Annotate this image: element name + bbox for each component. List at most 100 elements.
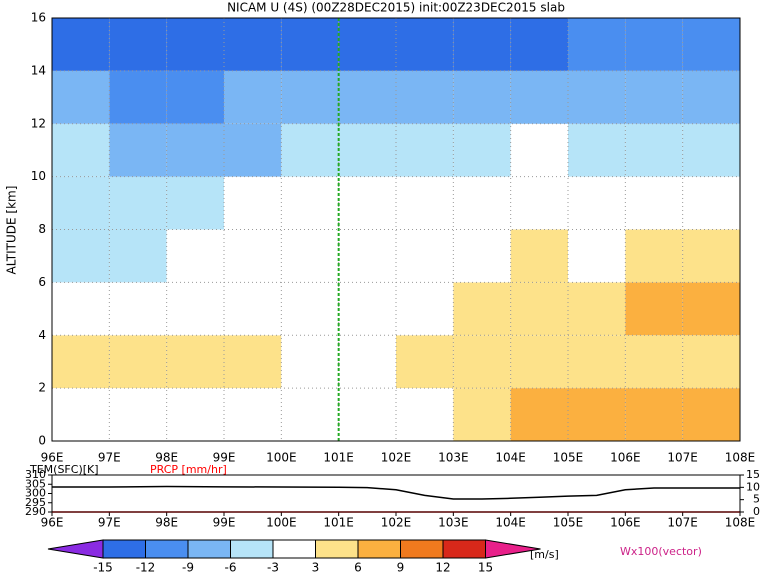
x-tick-label: 103E	[438, 451, 469, 465]
heat-cell	[510, 229, 568, 283]
colorbar-box	[357, 539, 401, 559]
heat-cell	[396, 70, 454, 124]
heat-cell	[338, 388, 396, 441]
y-tick-label: 8	[38, 222, 46, 236]
y2-tick-label: 0	[753, 505, 760, 518]
heat-cell	[568, 18, 626, 71]
heat-cell	[453, 282, 511, 336]
heat-cell	[625, 70, 683, 124]
y-tick-label: 0	[38, 434, 46, 448]
heat-cell	[281, 229, 339, 283]
heat-cell	[281, 388, 339, 441]
chart-title: NICAM U (4S) (00Z28DEC2015) init:00Z23DE…	[227, 1, 565, 15]
x-tick-label: 106E	[610, 451, 641, 465]
heat-cell	[166, 335, 224, 389]
y-tick-label: 4	[38, 328, 46, 342]
heat-cell	[109, 70, 167, 124]
heat-cell	[453, 388, 511, 441]
heat-cell	[396, 18, 454, 71]
heat-cell	[396, 282, 454, 336]
heat-cell	[281, 70, 339, 124]
heat-cell	[453, 335, 511, 389]
heat-cell	[109, 123, 167, 177]
heat-cell	[52, 123, 110, 177]
colorbar-label: -9	[182, 561, 194, 575]
y-tick-label: 16	[31, 11, 46, 25]
plot-frame	[51, 474, 741, 513]
heat-cell	[625, 229, 683, 283]
heat-cell	[682, 335, 740, 389]
heat-cell	[568, 176, 626, 230]
x-tick-label: 104E	[495, 451, 526, 465]
heat-cell	[510, 176, 568, 230]
x-tick-label: 103E	[438, 516, 469, 530]
heat-cell	[224, 18, 282, 71]
heat-cell	[224, 176, 282, 230]
colorbar-label: 6	[354, 561, 362, 575]
x-tick-label: 105E	[553, 516, 584, 530]
heat-cell	[224, 335, 282, 389]
heat-cell	[281, 176, 339, 230]
heat-cell	[224, 70, 282, 124]
heat-cell	[281, 18, 339, 71]
colorbar-label: 3	[312, 561, 320, 575]
heat-cell	[166, 123, 224, 177]
heat-cell	[510, 282, 568, 336]
x-tick-label: 102E	[381, 516, 412, 530]
heat-cell	[224, 123, 282, 177]
heat-cell	[166, 282, 224, 336]
heat-cell	[396, 123, 454, 177]
heat-cell	[568, 282, 626, 336]
x-tick-label: 101E	[323, 516, 354, 530]
x-tick-label: 96E	[41, 451, 64, 465]
colorbar-box	[187, 539, 231, 559]
heat-cell	[625, 18, 683, 71]
colorbar-unit: [m/s]	[530, 548, 559, 561]
x-tick-label: 104E	[495, 516, 526, 530]
colorbar-box	[230, 539, 274, 559]
colorbar-box	[315, 539, 359, 559]
heat-cell	[568, 335, 626, 389]
heat-cell	[281, 282, 339, 336]
x-tick-label: 101E	[323, 451, 354, 465]
x-tick-label: 99E	[213, 516, 236, 530]
x-tick-label: 98E	[155, 516, 178, 530]
heat-cell	[682, 18, 740, 71]
heat-cell	[166, 388, 224, 441]
x-tick-label: 108E	[725, 451, 756, 465]
y-tick-label: 14	[31, 63, 46, 77]
heat-cell	[109, 229, 167, 283]
y-tick-label: 305	[25, 477, 46, 490]
colorbar-high	[485, 539, 541, 559]
heat-cell	[510, 388, 568, 441]
heat-cell	[224, 229, 282, 283]
x-tick-label: 96E	[41, 516, 64, 530]
colorbar-box	[145, 539, 189, 559]
heat-cell	[52, 176, 110, 230]
temp-label: TEM(SFC)[K]	[29, 463, 99, 476]
colorbar-label: -3	[267, 561, 279, 575]
heat-cell	[166, 18, 224, 71]
heat-cell	[453, 18, 511, 71]
heat-cell	[338, 123, 396, 177]
x-tick-label: 105E	[553, 451, 584, 465]
heat-cell	[396, 176, 454, 230]
heat-cell	[224, 282, 282, 336]
heat-cell	[52, 282, 110, 336]
heat-cell	[682, 176, 740, 230]
heat-cell	[510, 70, 568, 124]
heat-cell	[166, 176, 224, 230]
colorbar-label: 15	[478, 561, 493, 575]
heat-cell	[338, 70, 396, 124]
colorbar-box	[272, 539, 316, 559]
heat-cell	[625, 282, 683, 336]
y2-tick-label: 10	[746, 480, 760, 493]
y-tick-label: 10	[31, 169, 46, 183]
x-tick-label: 97E	[98, 451, 121, 465]
heat-cell	[52, 388, 110, 441]
colorbar-label: -15	[93, 561, 113, 575]
heat-cell	[166, 70, 224, 124]
heat-cell	[338, 335, 396, 389]
x-tick-label: 100E	[266, 516, 297, 530]
heat-cell	[682, 282, 740, 336]
